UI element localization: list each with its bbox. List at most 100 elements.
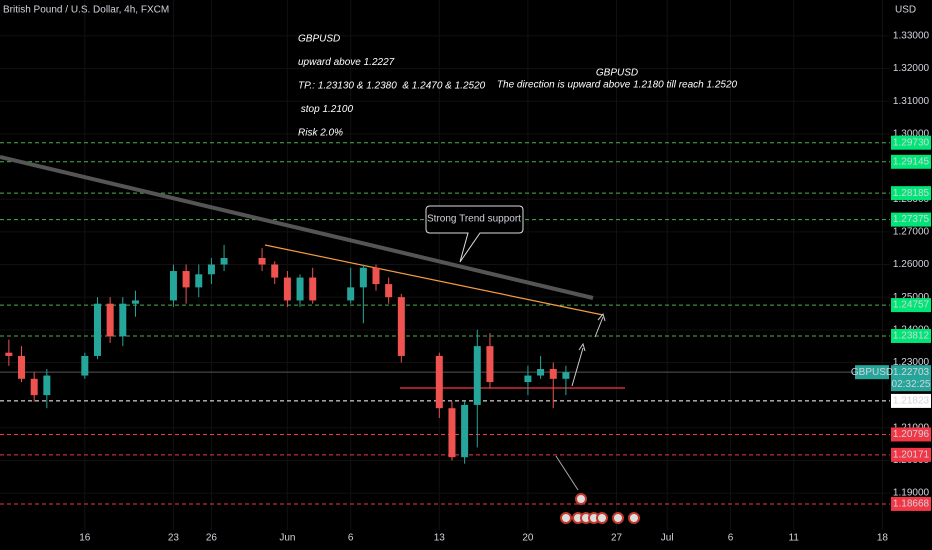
candle-body: [486, 346, 494, 383]
candle-body: [473, 346, 481, 405]
note-line: upward above 1.2227: [298, 57, 395, 68]
level-tag: [891, 212, 931, 227]
level-tag-label: 1.28185: [893, 188, 930, 199]
notes: GBPUSD upward above 1.2227 TP.: 1.23130 & …: [298, 34, 738, 139]
y-tick-label: 1.33000: [893, 31, 930, 42]
candle-body: [435, 355, 443, 409]
y-tick-label: 1.25000: [893, 292, 930, 303]
note-line: GBPUSD: [298, 34, 340, 45]
level-tag-label: 1.27375: [893, 214, 930, 225]
x-tick-label: Jun: [279, 533, 295, 544]
candle-body: [549, 369, 557, 379]
x-tick-label: 27: [611, 533, 623, 544]
x-tick-label: 18: [877, 533, 889, 544]
candle-body: [537, 369, 545, 376]
y-tick-label: 1.32000: [893, 63, 930, 74]
candle-body: [169, 271, 177, 301]
candle-body: [18, 355, 26, 379]
candle-body: [347, 287, 355, 301]
note-line: The direction is upward above 1.2180 til…: [497, 80, 738, 91]
candle-body: [207, 264, 215, 275]
symbol-tag-label: GBPUSD: [851, 367, 893, 378]
candle-body: [43, 375, 51, 396]
level-tag-label: 1.18668: [893, 499, 930, 510]
y-tick-label: 1.27000: [893, 226, 930, 237]
x-tick-label: 6: [728, 533, 734, 544]
y-tick-label: 1.23000: [893, 357, 930, 368]
level-tag: [891, 154, 931, 169]
x-tick-label: Jul: [661, 533, 674, 544]
candle-body: [81, 355, 89, 376]
y-tick-label: 1.26000: [893, 259, 930, 270]
candle-body: [448, 408, 456, 458]
symbol-tag: [855, 365, 889, 380]
x-tick-label: 26: [206, 533, 218, 544]
level-tag: [891, 393, 931, 408]
candle-body: [5, 352, 13, 356]
candle-body: [30, 378, 38, 396]
candle-body: [524, 375, 532, 383]
last-price-label: 1.22703: [893, 367, 930, 378]
y-tick-label: 1.31000: [893, 96, 930, 107]
note-line: stop 1.2100: [298, 104, 353, 115]
level-tag-label: 1.24757: [893, 300, 930, 311]
note-line: Risk 2.0%: [298, 128, 343, 139]
level-tag-label: 1.20171: [893, 450, 930, 461]
candle-body: [258, 257, 266, 265]
candle-body: [296, 277, 304, 301]
arrow: [555, 455, 579, 491]
candle-body: [271, 264, 279, 278]
resistance-line: [264, 244, 604, 316]
candle-body: [397, 297, 405, 356]
note-line: TP.: 1.23130 & 1.2380 & 1.2470 & 1.2520: [298, 81, 486, 92]
symbol-title: British Pound / U.S. Dollar, 4h, FXCM: [3, 5, 169, 16]
candle-body: [562, 372, 570, 379]
callout-box: [425, 205, 524, 263]
level-tag: [891, 496, 931, 511]
y-tick-label: 1.19000: [893, 488, 930, 499]
candle-body: [220, 257, 228, 265]
currency: USD: [895, 5, 916, 16]
note-line: GBPUSD: [596, 68, 638, 79]
x-tick-label: 23: [168, 533, 180, 544]
last-price-tag: [891, 365, 931, 392]
level-tag: [891, 298, 931, 313]
candles: [5, 244, 570, 464]
callout-text: Strong Trend support: [427, 214, 521, 225]
arrow: [594, 312, 606, 338]
candle-body: [106, 303, 114, 337]
candle-body: [461, 404, 469, 458]
candle-body: [119, 303, 127, 337]
candle-body: [283, 277, 291, 301]
level-tag-label: 1.29145: [893, 156, 930, 167]
candle-body: [195, 274, 203, 288]
candle-body: [309, 277, 317, 301]
candle-body: [93, 303, 101, 356]
level-tag-label: 1.29730: [893, 137, 930, 148]
candle-body: [182, 271, 190, 288]
x-tick-label: 11: [789, 533, 800, 544]
level-tag: [891, 328, 931, 343]
arrow: [571, 342, 586, 387]
level-tag-label: 1.21823: [893, 396, 930, 407]
axis-labels: 1.330001.320001.310001.300001.280001.270…: [79, 31, 931, 544]
price-axis: [890, 0, 932, 550]
x-tick-label: 16: [79, 533, 91, 544]
level-tag: [891, 427, 931, 442]
event-icons: [560, 493, 640, 524]
candle-body: [359, 267, 367, 288]
level-tag: [891, 135, 931, 150]
level-tag: [891, 447, 931, 462]
level-tag-label: 1.20796: [893, 429, 930, 440]
x-tick-label: 20: [522, 533, 534, 544]
y-tick-label: 1.30000: [893, 129, 930, 140]
countdown: 02:32:25: [892, 379, 931, 390]
candle-body: [131, 300, 139, 304]
x-tick-label: 6: [348, 533, 354, 544]
level-tag: [891, 186, 931, 201]
candle-body: [385, 284, 393, 298]
level-tag-label: 1.23812: [893, 331, 930, 342]
candle-body: [372, 267, 380, 285]
